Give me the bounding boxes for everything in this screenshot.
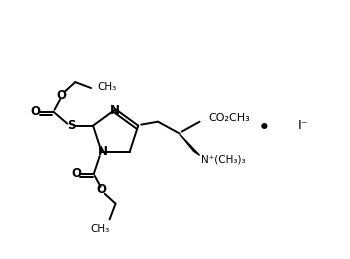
Text: •: •	[258, 118, 271, 138]
Text: N: N	[98, 145, 108, 158]
Text: CO₂CH₃: CO₂CH₃	[208, 113, 250, 123]
Text: O: O	[71, 167, 81, 181]
Polygon shape	[180, 134, 200, 155]
Text: CH₃: CH₃	[97, 82, 117, 92]
Text: N⁺(CH₃)₃: N⁺(CH₃)₃	[201, 154, 246, 164]
Text: I⁻: I⁻	[298, 119, 309, 132]
Text: N: N	[110, 104, 120, 117]
Text: O: O	[56, 89, 66, 103]
Text: S: S	[67, 119, 76, 132]
Text: O: O	[31, 105, 41, 118]
Text: O: O	[97, 183, 107, 196]
Text: CH₃: CH₃	[90, 224, 109, 234]
